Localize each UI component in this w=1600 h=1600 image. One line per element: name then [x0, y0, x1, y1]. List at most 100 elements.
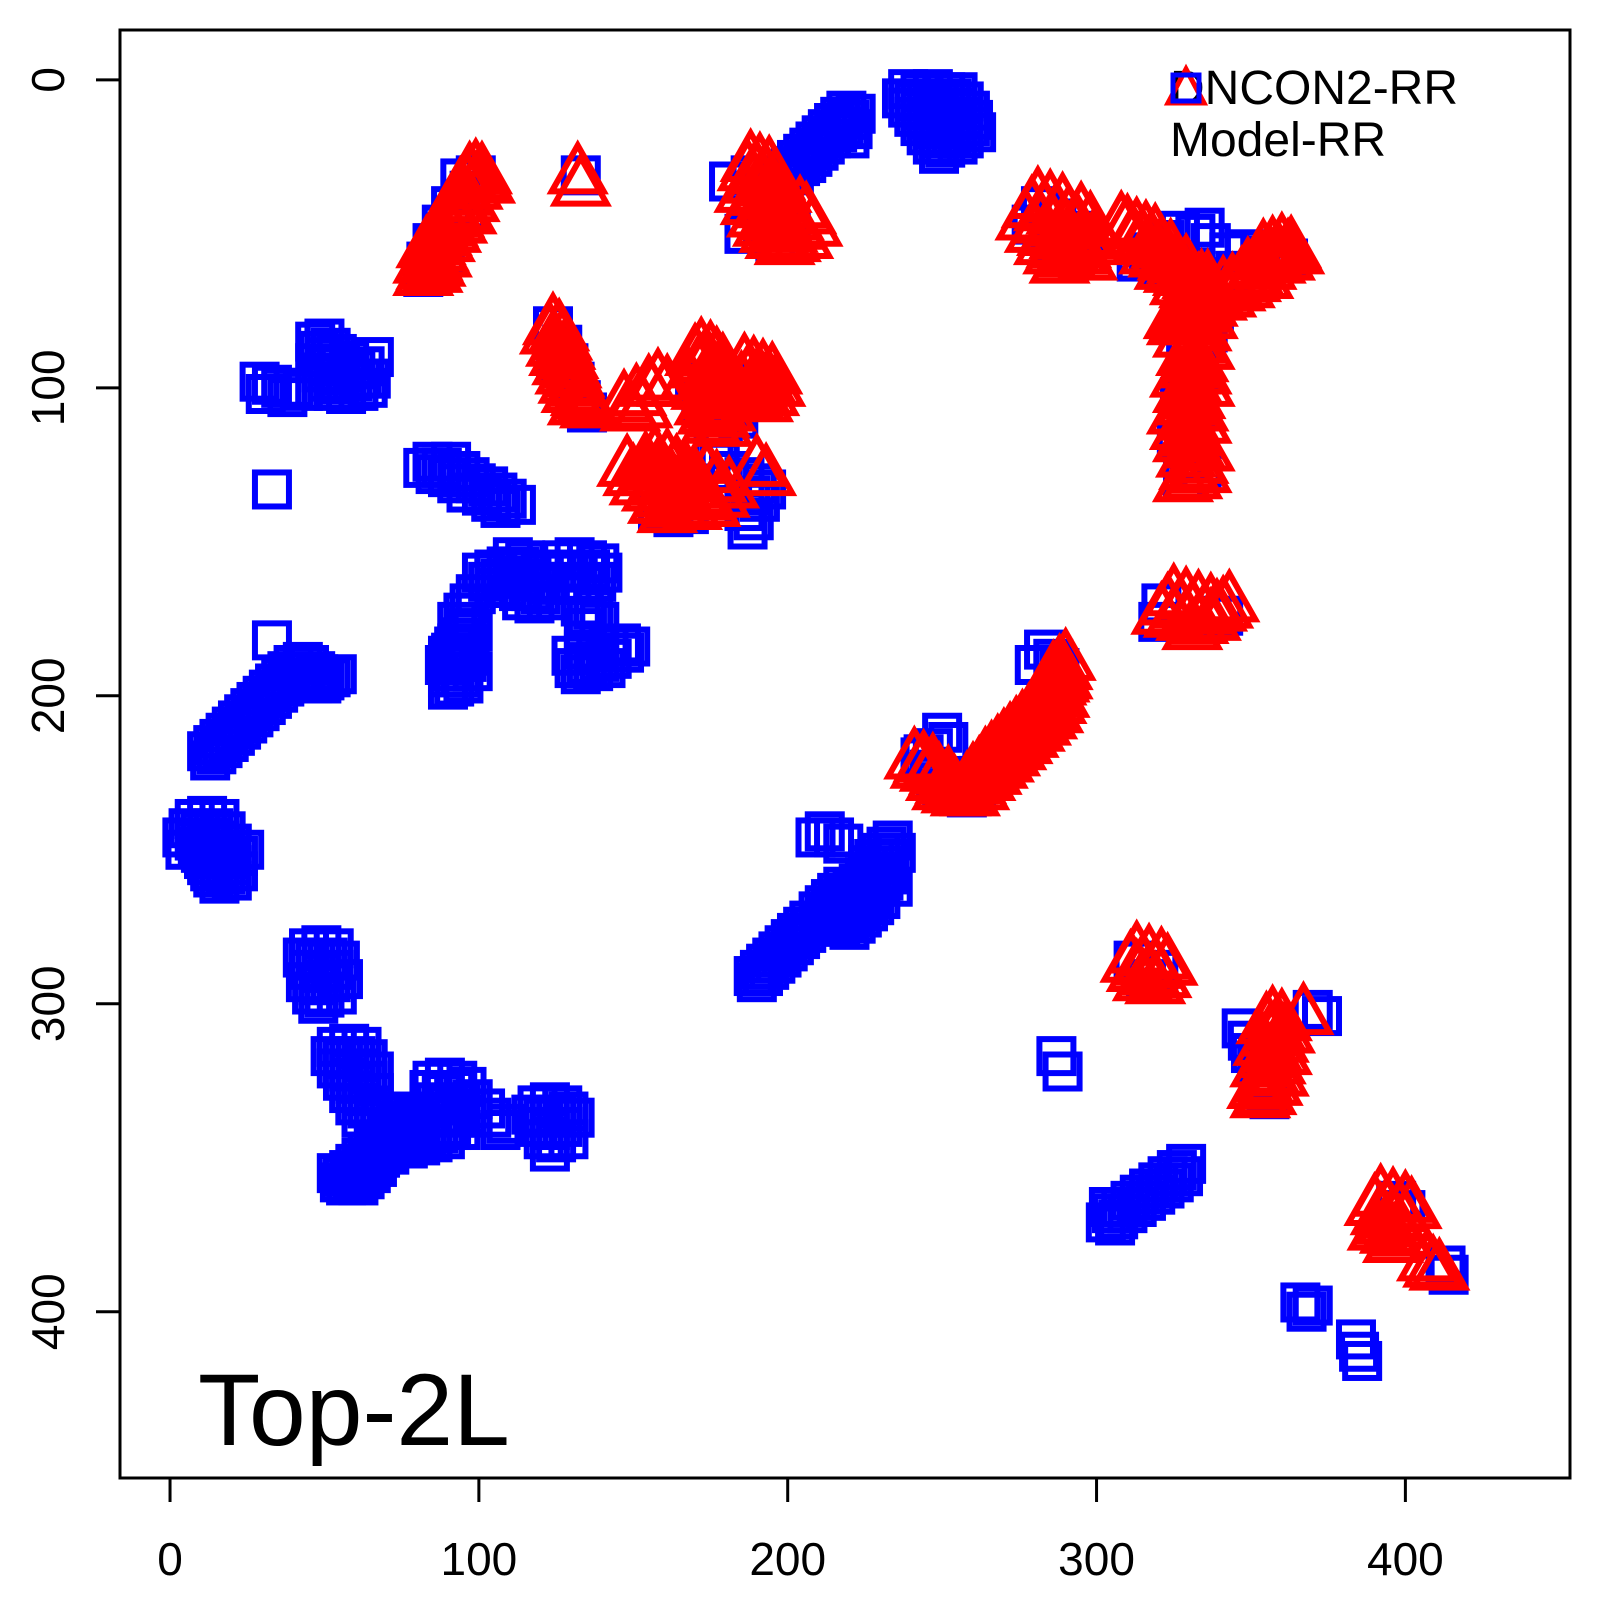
square-marker — [1335, 1319, 1376, 1360]
square-marker — [304, 318, 345, 359]
legend-label-model: Model-RR — [1170, 113, 1387, 167]
triangle-marker — [710, 348, 773, 404]
square-marker — [295, 321, 336, 362]
triangle-marker — [549, 151, 612, 207]
square-marker — [1286, 1291, 1327, 1332]
triangle-marker — [734, 441, 798, 497]
square-marker — [1342, 1340, 1383, 1381]
square-marker — [1042, 1051, 1083, 1092]
square-marker — [919, 133, 960, 174]
square-marker — [245, 374, 286, 415]
triangle-marker — [1402, 1232, 1465, 1288]
square-marker — [440, 1110, 481, 1151]
square-marker — [505, 540, 546, 581]
triangle-marker — [1408, 1235, 1471, 1291]
square-marker — [823, 823, 864, 864]
plot-border — [118, 28, 1572, 1480]
square-marker — [560, 654, 601, 695]
square-marker — [585, 648, 626, 689]
triangle-marker — [722, 364, 785, 420]
square-marker — [872, 866, 913, 907]
square-marker — [427, 1106, 468, 1147]
x-tick-label: 200 — [749, 1533, 826, 1585]
y-tick-label: 0 — [22, 67, 74, 93]
square-marker — [316, 654, 357, 695]
triangle-marker — [611, 373, 674, 429]
triangle-marker — [552, 364, 616, 420]
square-marker — [1339, 1331, 1380, 1372]
square-marker — [1153, 1162, 1194, 1203]
square-marker — [554, 1097, 595, 1138]
triangle-marker — [731, 367, 795, 423]
legend-label-dncon2: DNCON2-RR — [1170, 61, 1458, 115]
square-marker — [350, 358, 391, 399]
triangle-marker — [1111, 946, 1175, 1002]
triangle-marker — [453, 148, 517, 204]
triangle-marker — [1161, 444, 1224, 500]
triangle-marker — [889, 733, 952, 789]
triangle-marker — [636, 351, 699, 407]
square-marker — [514, 583, 555, 624]
series-Model-RR — [162, 69, 1469, 1381]
triangle-marker — [626, 468, 690, 524]
square-marker — [869, 839, 910, 880]
square-marker — [573, 651, 614, 692]
triangle-marker — [1263, 219, 1326, 275]
triangle-marker — [401, 237, 464, 293]
square-marker — [251, 469, 292, 510]
square-marker — [829, 118, 870, 159]
triangle-marker — [602, 441, 665, 497]
square-marker — [353, 337, 394, 378]
x-tick-label: 100 — [440, 1533, 517, 1585]
square-marker — [832, 109, 873, 150]
triangle-marker — [1028, 647, 1091, 703]
square-marker — [347, 367, 388, 408]
series-DNCON2-RR — [392, 126, 1471, 1291]
square-icon — [1170, 72, 1202, 104]
square-marker — [956, 112, 997, 153]
square-marker — [1280, 1282, 1321, 1323]
square-marker — [610, 626, 651, 667]
triangle-marker — [1371, 1201, 1434, 1257]
triangle-marker — [1235, 1060, 1298, 1116]
triangle-marker — [1361, 1207, 1425, 1263]
triangle-marker — [772, 203, 835, 260]
square-marker — [298, 983, 339, 1024]
triangle-marker — [725, 431, 788, 487]
square-marker — [427, 657, 468, 698]
square-marker — [492, 537, 533, 578]
triangle-marker — [1130, 579, 1193, 635]
triangle-marker — [670, 428, 733, 484]
square-marker — [1292, 1285, 1333, 1326]
square-marker — [523, 1119, 564, 1160]
triangle-marker — [1164, 413, 1227, 469]
square-marker — [953, 99, 994, 140]
square-marker — [177, 826, 218, 867]
triangle-marker — [1028, 228, 1091, 284]
triangle-marker — [1151, 447, 1215, 503]
triangle-marker — [1124, 949, 1187, 1005]
y-tick-label: 300 — [22, 965, 74, 1042]
square-marker — [1088, 1187, 1129, 1228]
triangle-marker — [753, 210, 816, 266]
square-marker — [814, 817, 855, 858]
square-marker — [502, 580, 543, 621]
triangle-marker — [1198, 567, 1261, 623]
square-marker — [529, 1131, 570, 1172]
triangle-marker — [1056, 225, 1119, 281]
y-tick-label: 400 — [22, 1273, 74, 1350]
triangle-marker — [392, 240, 455, 296]
triangle-marker — [1272, 979, 1335, 1036]
square-marker — [486, 478, 527, 519]
legend-item-model: Model-RR — [1158, 72, 1458, 167]
triangle-marker — [685, 447, 748, 503]
square-marker — [292, 974, 333, 1015]
square-marker — [344, 346, 385, 387]
square-marker — [344, 1159, 385, 1200]
triangle-marker — [599, 376, 662, 432]
square-marker — [431, 632, 472, 673]
square-marker — [295, 651, 336, 692]
square-marker — [304, 977, 345, 1018]
